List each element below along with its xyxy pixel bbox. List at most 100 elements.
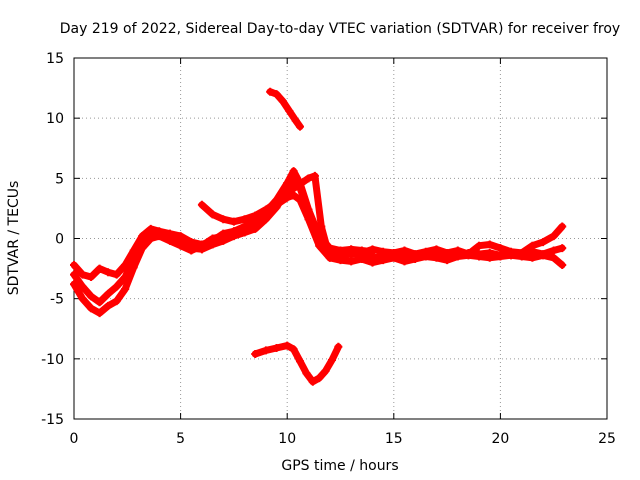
data-point bbox=[95, 264, 104, 273]
x-tick-label: 10 bbox=[278, 431, 296, 447]
data-point bbox=[78, 270, 87, 279]
data-point bbox=[78, 282, 87, 291]
data-point bbox=[357, 254, 366, 263]
data-point bbox=[121, 285, 130, 294]
data-point bbox=[315, 374, 324, 383]
data-point bbox=[155, 232, 164, 241]
y-axis-label: SDTVAR / TECUs bbox=[6, 181, 22, 296]
data-point bbox=[283, 188, 292, 197]
data-point bbox=[496, 252, 505, 261]
data-point bbox=[208, 210, 217, 219]
data-point bbox=[138, 244, 147, 253]
data-point bbox=[507, 251, 516, 260]
y-tick-label: -5 bbox=[50, 292, 64, 308]
data-point bbox=[528, 253, 537, 262]
data-point bbox=[464, 251, 473, 260]
data-point bbox=[87, 292, 96, 301]
data-point bbox=[104, 301, 113, 310]
data-point bbox=[400, 246, 409, 255]
data-point bbox=[310, 171, 319, 180]
data-point bbox=[112, 270, 121, 279]
data-point bbox=[308, 377, 317, 386]
data-point bbox=[334, 342, 343, 351]
data-point bbox=[347, 257, 356, 266]
data-point bbox=[558, 244, 567, 253]
data-point bbox=[146, 234, 155, 243]
data-point bbox=[87, 273, 96, 282]
data-point bbox=[291, 116, 300, 125]
y-tick-label: 0 bbox=[55, 232, 64, 248]
data-point bbox=[327, 356, 336, 365]
x-tick-label: 5 bbox=[176, 431, 185, 447]
data-point bbox=[165, 236, 174, 245]
data-point bbox=[558, 260, 567, 269]
data-point bbox=[229, 227, 238, 236]
data-point bbox=[87, 304, 96, 313]
data-point bbox=[283, 341, 292, 350]
data-point bbox=[78, 294, 87, 303]
x-axis-label: GPS time / hours bbox=[281, 458, 398, 474]
data-point bbox=[368, 258, 377, 267]
data-point bbox=[549, 246, 558, 255]
data-point bbox=[261, 205, 270, 214]
data-point bbox=[379, 256, 388, 265]
data-point bbox=[295, 357, 304, 366]
data-point bbox=[496, 244, 505, 253]
data-point bbox=[368, 247, 377, 256]
data-point bbox=[453, 252, 462, 261]
data-point bbox=[302, 369, 311, 378]
data-point bbox=[289, 345, 298, 354]
data-point bbox=[278, 97, 287, 106]
data-point bbox=[272, 344, 281, 353]
data-point bbox=[219, 215, 228, 224]
x-tick-label: 20 bbox=[491, 431, 509, 447]
x-tick-label: 15 bbox=[385, 431, 403, 447]
data-point bbox=[104, 268, 113, 277]
data-point bbox=[70, 280, 78, 289]
data-point bbox=[336, 248, 345, 257]
data-point bbox=[315, 241, 324, 250]
data-point bbox=[240, 223, 249, 232]
data-point bbox=[197, 241, 206, 250]
y-tick-label: 15 bbox=[46, 51, 64, 67]
data-point bbox=[475, 252, 484, 261]
data-point bbox=[549, 232, 558, 241]
data-point bbox=[295, 122, 304, 131]
data-point bbox=[336, 256, 345, 265]
data-point bbox=[266, 87, 275, 96]
data-point bbox=[539, 238, 548, 247]
data-point bbox=[432, 253, 441, 262]
data-point bbox=[251, 211, 260, 220]
data-point bbox=[129, 263, 138, 272]
data-point bbox=[272, 198, 281, 207]
data-point bbox=[112, 297, 121, 306]
data-point bbox=[304, 215, 313, 224]
data-point bbox=[411, 254, 420, 263]
data-point bbox=[389, 253, 398, 262]
data-point bbox=[70, 270, 78, 279]
data-point bbox=[317, 222, 326, 231]
data-point bbox=[289, 167, 298, 176]
x-tick-label: 25 bbox=[598, 431, 616, 447]
y-tick-label: -10 bbox=[41, 352, 64, 368]
data-point bbox=[240, 215, 249, 224]
x-tick-label: 0 bbox=[70, 431, 79, 447]
ticks: 0 5 10 15 20 25 -15 -10 -5 0 5 10 15 bbox=[41, 51, 616, 447]
data-point bbox=[251, 350, 260, 359]
series-group bbox=[70, 87, 567, 386]
y-tick-label: 5 bbox=[55, 171, 64, 187]
data-point bbox=[208, 234, 217, 243]
data-point bbox=[95, 298, 104, 307]
data-point bbox=[539, 251, 548, 260]
data-point bbox=[251, 220, 260, 229]
data-point bbox=[95, 309, 104, 318]
data-point bbox=[146, 224, 155, 233]
data-point bbox=[295, 195, 304, 204]
data-point bbox=[475, 241, 484, 250]
data-point bbox=[400, 257, 409, 266]
y-tick-label: 10 bbox=[46, 111, 64, 127]
data-point bbox=[517, 252, 526, 261]
data-point bbox=[229, 217, 238, 226]
data-point bbox=[104, 289, 113, 298]
